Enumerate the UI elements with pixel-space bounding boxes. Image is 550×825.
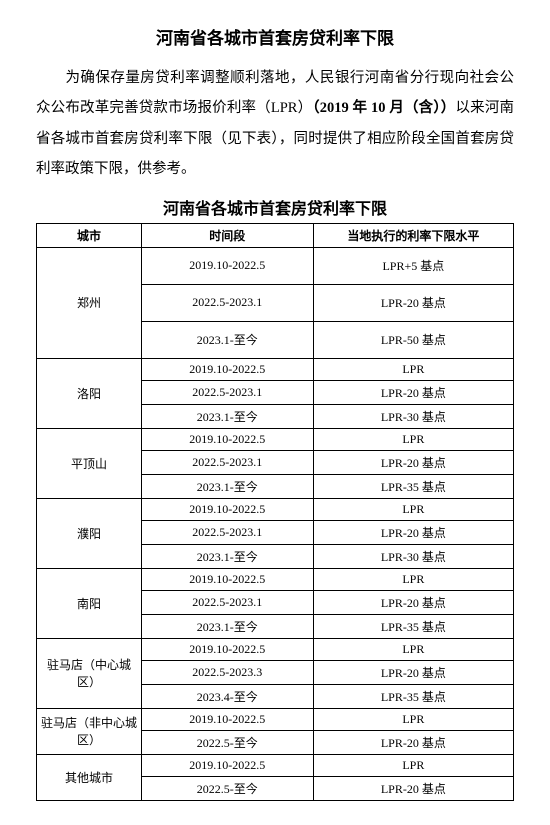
document-title: 河南省各城市首套房贷利率下限: [36, 24, 514, 49]
cell-period: 2019.10-2022.5: [141, 247, 313, 284]
cell-period: 2022.5-2023.1: [141, 380, 313, 404]
table-row: 驻马店（中心城区）2019.10-2022.5LPR: [37, 638, 514, 660]
cell-city: 濮阳: [37, 498, 142, 568]
table-row: 平顶山2019.10-2022.5LPR: [37, 428, 514, 450]
cell-rate: LPR-35 基点: [313, 474, 513, 498]
cell-rate: LPR-20 基点: [313, 520, 513, 544]
cell-period: 2023.1-至今: [141, 614, 313, 638]
cell-period: 2023.1-至今: [141, 404, 313, 428]
cell-period: 2022.5-2023.1: [141, 520, 313, 544]
cell-period: 2022.5-2023.3: [141, 660, 313, 684]
intro-paragraph: 为确保存量房贷利率调整顺利落地，人民银行河南省分行现向社会公众公布改革完善贷款市…: [36, 63, 514, 185]
cell-period: 2022.5-2023.1: [141, 590, 313, 614]
table-row: 南阳2019.10-2022.5LPR: [37, 568, 514, 590]
cell-rate: LPR-20 基点: [313, 660, 513, 684]
rate-table: 城市 时间段 当地执行的利率下限水平 郑州2019.10-2022.5LPR+5…: [36, 223, 514, 801]
cell-rate: LPR-30 基点: [313, 404, 513, 428]
cell-rate: LPR-20 基点: [313, 776, 513, 800]
table-header-row: 城市 时间段 当地执行的利率下限水平: [37, 223, 514, 247]
cell-city: 平顶山: [37, 428, 142, 498]
cell-period: 2019.10-2022.5: [141, 428, 313, 450]
cell-rate: LPR: [313, 754, 513, 776]
cell-rate: LPR-30 基点: [313, 544, 513, 568]
cell-rate: LPR: [313, 428, 513, 450]
cell-rate: LPR+5 基点: [313, 247, 513, 284]
cell-rate: LPR-20 基点: [313, 450, 513, 474]
cell-period: 2022.5-至今: [141, 730, 313, 754]
cell-period: 2019.10-2022.5: [141, 358, 313, 380]
cell-rate: LPR-35 基点: [313, 684, 513, 708]
cell-city: 驻马店（非中心城区）: [37, 708, 142, 754]
cell-rate: LPR-20 基点: [313, 730, 513, 754]
table-row: 洛阳2019.10-2022.5LPR: [37, 358, 514, 380]
cell-rate: LPR-35 基点: [313, 614, 513, 638]
cell-period: 2023.1-至今: [141, 544, 313, 568]
table-row: 其他城市2019.10-2022.5LPR: [37, 754, 514, 776]
table-row: 郑州2019.10-2022.5LPR+5 基点: [37, 247, 514, 284]
intro-part-bold: （2019 年 10 月（含））: [312, 100, 455, 116]
cell-rate: LPR: [313, 568, 513, 590]
table-row: 濮阳2019.10-2022.5LPR: [37, 498, 514, 520]
cell-period: 2019.10-2022.5: [141, 754, 313, 776]
cell-period: 2022.5-至今: [141, 776, 313, 800]
col-city: 城市: [37, 223, 142, 247]
cell-rate: LPR: [313, 708, 513, 730]
cell-period: 2019.10-2022.5: [141, 568, 313, 590]
table-title: 河南省各城市首套房贷利率下限: [36, 195, 514, 219]
cell-city: 郑州: [37, 247, 142, 358]
cell-period: 2019.10-2022.5: [141, 638, 313, 660]
cell-rate: LPR: [313, 358, 513, 380]
table-row: 驻马店（非中心城区）2019.10-2022.5LPR: [37, 708, 514, 730]
cell-city: 南阳: [37, 568, 142, 638]
cell-period: 2019.10-2022.5: [141, 708, 313, 730]
cell-period: 2023.4-至今: [141, 684, 313, 708]
cell-period: 2019.10-2022.5: [141, 498, 313, 520]
cell-period: 2023.1-至今: [141, 474, 313, 498]
cell-rate: LPR: [313, 498, 513, 520]
cell-city: 其他城市: [37, 754, 142, 800]
cell-rate: LPR-20 基点: [313, 590, 513, 614]
cell-period: 2022.5-2023.1: [141, 284, 313, 321]
col-rate: 当地执行的利率下限水平: [313, 223, 513, 247]
cell-city: 洛阳: [37, 358, 142, 428]
cell-rate: LPR: [313, 638, 513, 660]
cell-rate: LPR-20 基点: [313, 380, 513, 404]
cell-rate: LPR-50 基点: [313, 321, 513, 358]
cell-period: 2022.5-2023.1: [141, 450, 313, 474]
cell-city: 驻马店（中心城区）: [37, 638, 142, 708]
cell-period: 2023.1-至今: [141, 321, 313, 358]
col-period: 时间段: [141, 223, 313, 247]
cell-rate: LPR-20 基点: [313, 284, 513, 321]
